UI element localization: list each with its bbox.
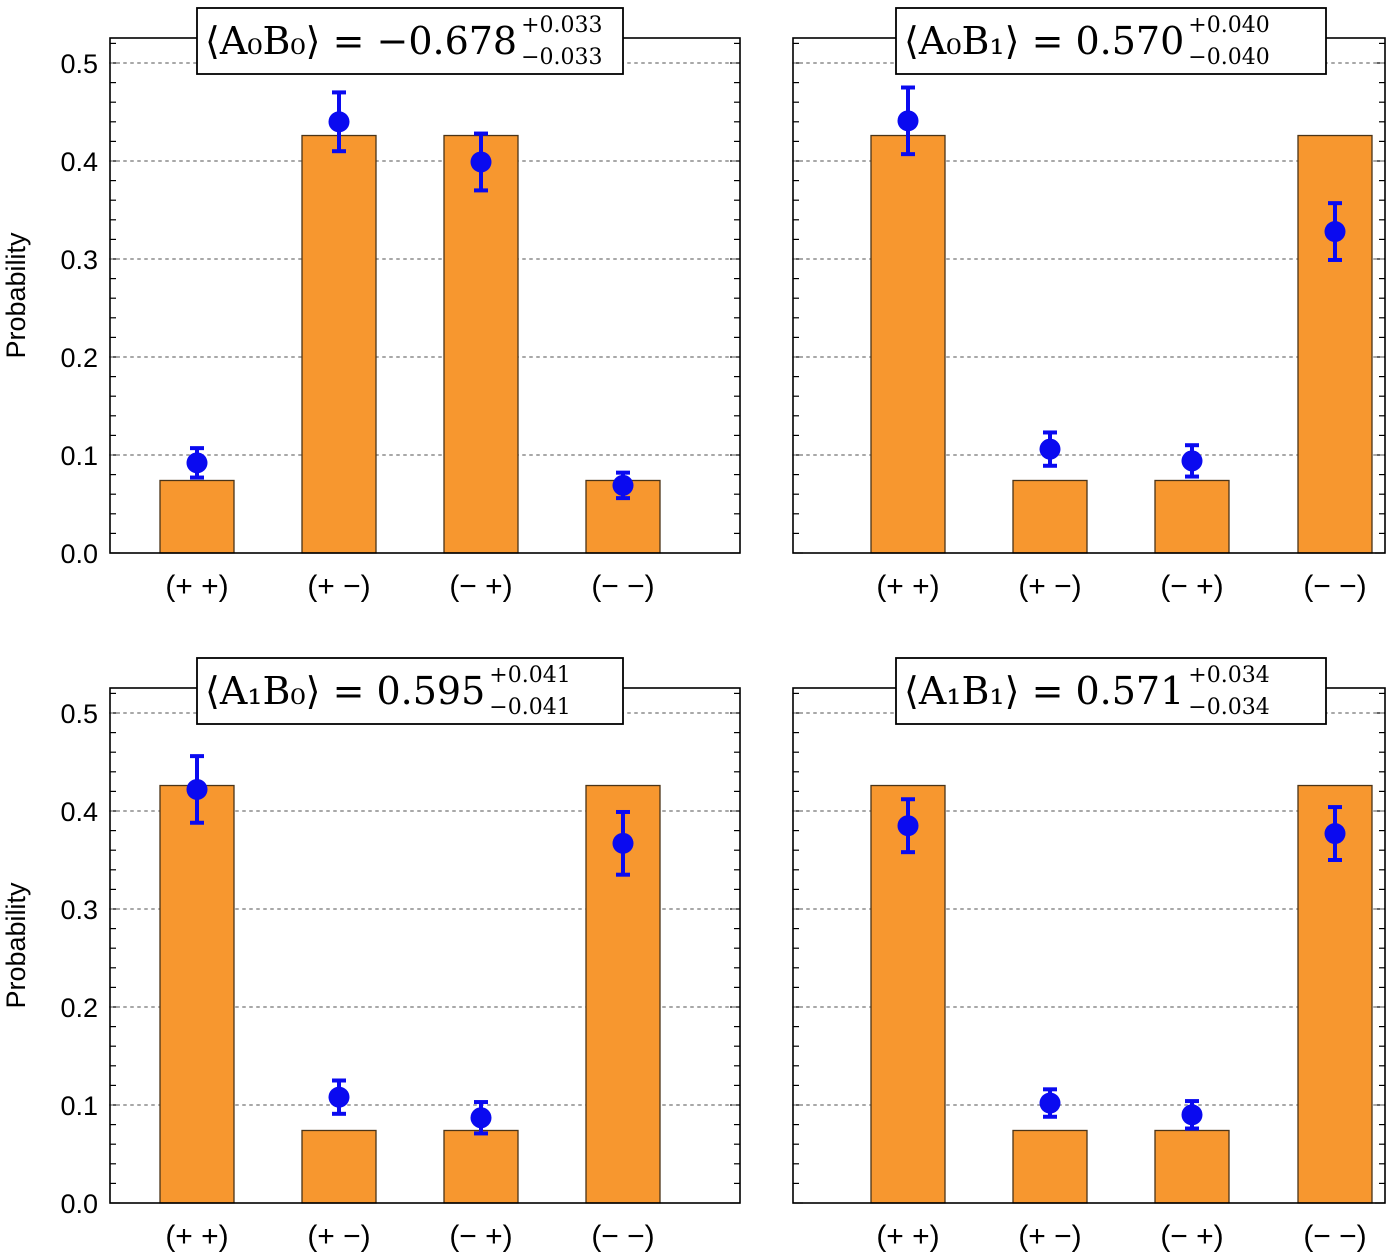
data-point — [1039, 438, 1061, 460]
data-point — [328, 1086, 350, 1108]
x-tick-label: (+ −) — [307, 570, 370, 603]
x-tick-label: (+ +) — [165, 570, 228, 603]
data-point — [612, 832, 634, 854]
bar — [301, 1129, 377, 1204]
y-axis-label: Probability — [1, 232, 31, 359]
x-tick-label: (− −) — [591, 570, 654, 603]
y-tick-label: 0.0 — [60, 539, 98, 569]
title-lower-error: −0.033 — [521, 45, 602, 70]
chart-panel-4: (+ +) (+ −) (− +) (− −) ⟨A₁B₁⟩ = 0.571 +0.034… — [792, 657, 1386, 1253]
x-tick-label: (− +) — [1160, 1220, 1223, 1253]
bar — [1012, 1129, 1088, 1204]
y-tick-label: 0.1 — [60, 1091, 98, 1121]
title-lower-error: −0.040 — [1188, 45, 1269, 70]
data-point — [897, 110, 919, 132]
data-point — [612, 474, 634, 496]
data-point — [1324, 823, 1346, 845]
title-lower-error: −0.041 — [489, 695, 570, 720]
x-tick-label: (+ −) — [1018, 570, 1081, 603]
y-tick-label: 0.3 — [60, 245, 98, 275]
title-upper-error: +0.033 — [521, 13, 602, 38]
bar — [1154, 479, 1230, 554]
title-box — [196, 657, 624, 725]
bar — [159, 479, 235, 554]
chart-title: ⟨A₀B₁⟩ = 0.570 — [904, 19, 1184, 63]
bar — [159, 784, 235, 1204]
bar — [1154, 1129, 1230, 1204]
chart-panel-1: 0.0 0.1 0.2 0.3 0.4 0.5 Probability (+ +) (+ −) (… — [1, 7, 741, 603]
chart-panel-3: 0.0 0.1 0.2 0.3 0.4 0.5 Probability (+ +) (+ −) (… — [1, 657, 741, 1253]
title-lower-error: −0.034 — [1188, 695, 1269, 720]
x-tick-label: (− −) — [1303, 1220, 1366, 1253]
chart-panel-2: (+ +) (+ −) (− +) (− −) ⟨A₀B₁⟩ = 0.570 +0.040… — [792, 7, 1386, 603]
bar — [870, 784, 946, 1204]
title-box — [895, 7, 1327, 75]
x-tick-label: (+ +) — [876, 1220, 939, 1253]
y-tick-label: 0.5 — [60, 49, 98, 79]
bar — [301, 134, 377, 554]
bar — [443, 1129, 519, 1204]
bar — [443, 134, 519, 554]
data-point — [1181, 450, 1203, 472]
title-upper-error: +0.040 — [1188, 13, 1269, 38]
axes-frame — [109, 37, 741, 554]
data-point — [897, 815, 919, 837]
x-tick-label: (+ +) — [876, 570, 939, 603]
chart-title: ⟨A₁B₁⟩ = 0.571 — [904, 669, 1184, 713]
title-box — [196, 7, 624, 75]
title-box — [895, 657, 1327, 725]
y-tick-label: 0.0 — [60, 1189, 98, 1219]
x-tick-label: (− +) — [1160, 570, 1223, 603]
title-upper-error: +0.041 — [489, 663, 570, 688]
data-point — [470, 1107, 492, 1129]
y-tick-label: 0.1 — [60, 441, 98, 471]
data-point — [470, 151, 492, 173]
y-tick-label: 0.4 — [60, 797, 98, 827]
data-point — [186, 778, 208, 800]
bar — [870, 134, 946, 554]
data-point — [328, 111, 350, 133]
data-point — [1324, 221, 1346, 243]
x-tick-label: (+ −) — [1018, 1220, 1081, 1253]
x-tick-label: (+ +) — [165, 1220, 228, 1253]
data-point — [1181, 1104, 1203, 1126]
x-tick-label: (+ −) — [307, 1220, 370, 1253]
bar — [1012, 479, 1088, 554]
y-tick-label: 0.4 — [60, 147, 98, 177]
x-tick-label: (− −) — [591, 1220, 654, 1253]
y-tick-label: 0.2 — [60, 343, 98, 373]
y-tick-label: 0.3 — [60, 895, 98, 925]
data-point — [1039, 1092, 1061, 1114]
x-tick-label: (− −) — [1303, 570, 1366, 603]
x-tick-label: (− +) — [449, 1220, 512, 1253]
x-tick-label: (− +) — [449, 570, 512, 603]
chart-title: ⟨A₁B₀⟩ = 0.595 — [205, 669, 485, 713]
y-tick-label: 0.5 — [60, 699, 98, 729]
data-point — [186, 452, 208, 474]
y-axis-label: Probability — [1, 882, 31, 1009]
bar — [1297, 134, 1373, 554]
title-upper-error: +0.034 — [1188, 663, 1269, 688]
y-tick-label: 0.2 — [60, 993, 98, 1023]
chart-title: ⟨A₀B₀⟩ = −0.678 — [205, 19, 517, 63]
